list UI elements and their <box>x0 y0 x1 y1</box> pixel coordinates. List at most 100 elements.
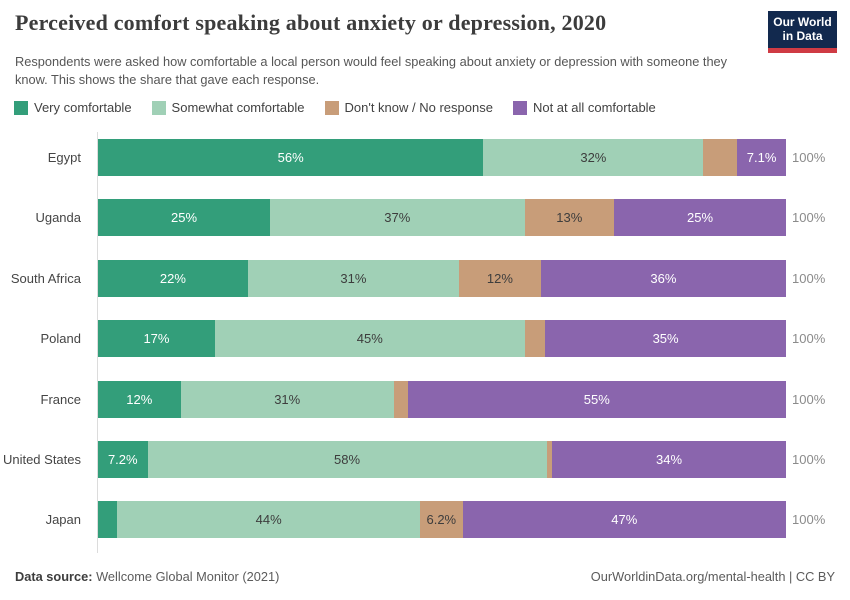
country-label: Poland <box>40 331 81 347</box>
segment-label: 12% <box>126 391 153 407</box>
segment-label: 17% <box>143 331 170 347</box>
bar-segment[interactable]: 25% <box>614 199 786 237</box>
country-label: Egypt <box>47 150 81 165</box>
legend-label: Somewhat comfortable <box>171 100 305 115</box>
bar-segment[interactable]: 13% <box>524 199 614 237</box>
bar-track: 17% 45% 35% <box>98 320 786 358</box>
total-label: 100% <box>792 150 826 165</box>
segment-label: 6.2% <box>426 512 457 528</box>
segment-label: 31% <box>274 391 301 407</box>
y-axis-line <box>97 132 98 553</box>
legend-label: Don't know / No response <box>344 100 493 115</box>
bar-track: 56% 32% 7.1% <box>98 139 786 176</box>
bar-segment[interactable] <box>393 380 408 418</box>
bar-segment[interactable]: 31% <box>247 259 460 297</box>
bar-segment[interactable]: 31% <box>180 380 394 418</box>
total-label: 100% <box>792 451 826 467</box>
legend-label: Not at all comfortable <box>532 100 656 115</box>
bar-track: 7.2% 58% 34% <box>98 440 786 478</box>
footer: Data source: Wellcome Global Monitor (20… <box>15 569 835 584</box>
datasource-value: Wellcome Global Monitor (2021) <box>92 569 280 584</box>
total-label: 100% <box>792 331 826 347</box>
bar-row: Japan 44% 6.2% 47% 100% <box>0 501 830 539</box>
segment-label: 44% <box>255 512 282 528</box>
bar-row: Poland 17% 45% 35% 100% <box>0 320 830 358</box>
bar-chart: Egypt 56% 32% 7.1% 100% Uganda 25% 37% 13% 25% 100… <box>0 132 850 559</box>
total-label: 100% <box>792 270 826 286</box>
segment-label: 7.1% <box>746 150 777 165</box>
segment-label: 25% <box>170 210 198 226</box>
legend-item[interactable]: Don't know / No response <box>324 100 493 115</box>
legend-swatch-icon <box>324 100 339 115</box>
segment-label: 32% <box>580 150 607 165</box>
segment-label: 25% <box>686 210 714 226</box>
bar-segment[interactable]: 6.2% <box>419 501 463 539</box>
bar-segment[interactable]: 12% <box>98 380 181 418</box>
bar-segment[interactable]: 35% <box>545 320 786 358</box>
country-label: South Africa <box>10 270 81 286</box>
legend-item[interactable]: Very comfortable <box>14 100 132 115</box>
bar-segment[interactable] <box>546 440 553 478</box>
segment-label: 56% <box>277 150 304 165</box>
country-label: United States <box>2 451 81 467</box>
page-title: Perceived comfort speaking about anxiety… <box>15 10 607 35</box>
bar-row: United States 7.2% 58% 34% 100% <box>0 440 830 478</box>
legend-label: Very comfortable <box>34 100 132 115</box>
bar-segment[interactable]: 37% <box>270 199 525 237</box>
bar-track: 12% 31% 55% <box>98 380 787 418</box>
segment-label: 12% <box>486 270 513 286</box>
bar-segment[interactable]: 17% <box>98 320 215 358</box>
owid-link[interactable]: OurWorldinData.org/mental-health | CC BY <box>590 569 835 584</box>
datasource-text: Data source: Wellcome Global Monitor (20… <box>15 569 279 584</box>
segment-label: 47% <box>611 512 638 528</box>
bar-segment[interactable]: 56% <box>98 139 484 176</box>
bar-track: 25% 37% 13% 25% <box>98 199 786 237</box>
bar-segment[interactable]: 32% <box>483 139 704 176</box>
segment-label: 45% <box>356 331 383 347</box>
bar-row: South Africa 22% 31% 12% 36% 100% <box>0 259 830 297</box>
bar-segment[interactable]: 36% <box>540 259 787 297</box>
bar-segment[interactable]: 44% <box>117 501 420 539</box>
segment-label: 22% <box>159 270 186 286</box>
country-label: Japan <box>45 512 81 528</box>
total-label: 100% <box>792 391 826 407</box>
chart-subtitle: Respondents were asked how comfortable a… <box>15 54 728 87</box>
segment-label: 37% <box>384 210 411 226</box>
segment-label: 35% <box>652 331 679 347</box>
owid-logo-line1: Our World <box>773 14 832 29</box>
total-label: 100% <box>792 210 826 226</box>
bar-segment[interactable]: 45% <box>214 320 525 358</box>
bar-segment[interactable]: 55% <box>407 380 787 418</box>
bar-segment[interactable]: 7.2% <box>98 440 148 478</box>
legend-item[interactable]: Not at all comfortable <box>512 100 656 115</box>
bar-row: France 12% 31% 55% 100% <box>0 380 830 418</box>
bar-segment[interactable]: 58% <box>147 440 547 478</box>
country-label: Uganda <box>35 210 81 226</box>
bar-segment[interactable] <box>98 501 118 539</box>
bar-segment[interactable]: 47% <box>462 501 786 539</box>
bar-segment[interactable]: 25% <box>98 199 270 237</box>
bar-segment[interactable]: 34% <box>552 440 786 478</box>
country-label: France <box>40 391 81 407</box>
segment-label: 36% <box>650 270 677 286</box>
bar-segment[interactable]: 7.1% <box>737 139 786 176</box>
owid-logo: Our World in Data <box>768 11 837 53</box>
owid-logo-line2: in Data <box>782 28 823 43</box>
bar-track: 44% 6.2% 47% <box>98 501 786 539</box>
bar-track: 22% 31% 12% 36% <box>98 259 787 297</box>
bar-segment[interactable]: 12% <box>459 259 541 297</box>
segment-label: 34% <box>656 451 683 467</box>
segment-label: 58% <box>334 451 361 467</box>
segment-label: 31% <box>340 270 367 286</box>
bar-segment[interactable] <box>703 139 738 176</box>
legend-item[interactable]: Somewhat comfortable <box>151 100 305 115</box>
segment-label: 7.2% <box>107 451 138 467</box>
legend: Very comfortable Somewhat comfortable Don'… <box>14 100 656 115</box>
legend-swatch-icon <box>151 100 166 115</box>
bar-segment[interactable]: 22% <box>98 259 248 297</box>
bar-segment[interactable] <box>524 320 546 358</box>
bar-row: Uganda 25% 37% 13% 25% 100% <box>0 199 830 237</box>
segment-label: 55% <box>583 391 610 407</box>
total-label: 100% <box>792 512 826 528</box>
